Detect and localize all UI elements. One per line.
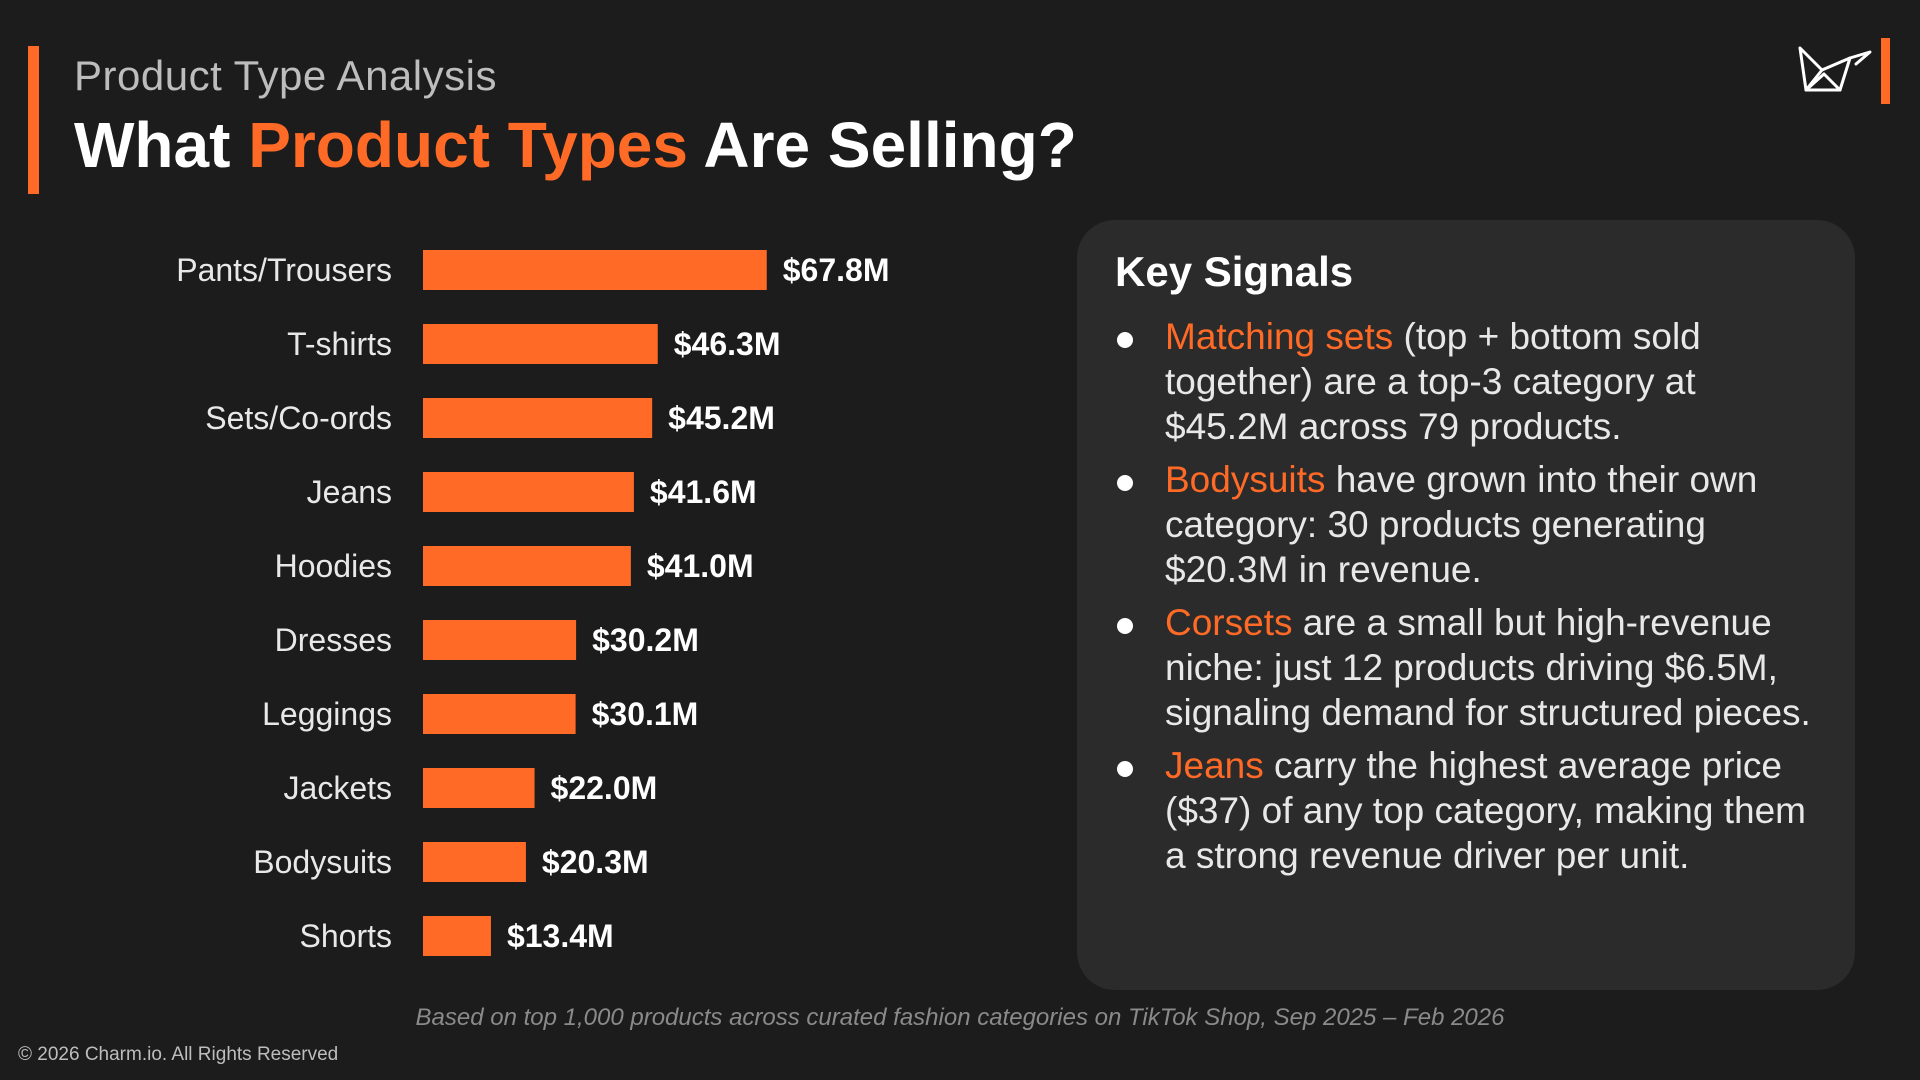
value-label: $67.8M xyxy=(783,252,890,288)
value-label: $46.3M xyxy=(674,326,781,362)
signal-item: Matching sets (top + bottom sold togethe… xyxy=(1115,314,1815,449)
signal-keyword: Jeans xyxy=(1165,745,1264,786)
category-label: Leggings xyxy=(262,696,392,732)
title-part-2: Are Selling? xyxy=(687,109,1077,181)
paper-bird-icon xyxy=(1798,46,1872,92)
key-signals-title: Key Signals xyxy=(1115,248,1354,295)
category-label: Dresses xyxy=(275,622,392,658)
source-footnote: Based on top 1,000 products across curat… xyxy=(415,1004,1505,1031)
bullet-icon xyxy=(1117,761,1133,777)
signal-keyword: Corsets xyxy=(1165,602,1293,643)
signal-item: Jeans carry the highest average price ($… xyxy=(1115,743,1815,878)
category-label: T-shirts xyxy=(287,326,392,362)
category-label: Jackets xyxy=(284,770,392,806)
key-signals-panel: Key Signals Matching sets (top + bottom … xyxy=(1077,220,1855,990)
copyright-text: © 2026 Charm.io. All Rights Reserved xyxy=(18,1044,339,1065)
category-label: Pants/Trousers xyxy=(176,252,392,288)
bar xyxy=(423,250,767,290)
bar xyxy=(423,324,658,364)
category-label: Sets/Co-ords xyxy=(205,400,392,436)
revenue-bar-chart: Pants/Trousers $67.8M T-shirts $46.3M Sets/C… xyxy=(100,230,1000,970)
page-title: What Product Types Are Selling? xyxy=(74,108,1077,182)
title-highlight: Product Types xyxy=(248,109,688,181)
value-label: $20.3M xyxy=(542,844,649,880)
bar xyxy=(423,842,526,882)
signal-keyword: Matching sets xyxy=(1165,316,1394,357)
title-part-1: What xyxy=(74,109,249,181)
signal-text: (top + bottom sold together) are a top-3… xyxy=(1165,316,1701,447)
category-label: Hoodies xyxy=(275,548,392,584)
bar xyxy=(423,398,653,438)
value-label: $41.6M xyxy=(650,474,757,510)
category-label: Bodysuits xyxy=(253,844,392,880)
logo-accent-bar xyxy=(1881,38,1890,104)
signal-item: Bodysuits have grown into their own cate… xyxy=(1115,457,1815,592)
category-label: Shorts xyxy=(300,918,392,954)
page-subtitle: Product Type Analysis xyxy=(74,52,497,99)
bar xyxy=(423,768,535,808)
signal-text: have grown into their own category: 30 p… xyxy=(1165,459,1758,590)
value-label: $30.1M xyxy=(592,696,699,732)
header-accent-bar xyxy=(28,46,39,194)
value-label: $22.0M xyxy=(551,770,658,806)
value-label: $30.2M xyxy=(592,622,699,658)
bar xyxy=(423,620,577,660)
value-label: $41.0M xyxy=(647,548,754,584)
bullet-icon xyxy=(1117,618,1133,634)
bar xyxy=(423,472,634,512)
value-label: $13.4M xyxy=(507,918,614,954)
category-label: Jeans xyxy=(307,474,392,510)
signal-item: Corsets are a small but high-revenue nic… xyxy=(1115,600,1815,735)
signal-text: are a small but high-revenue niche: just… xyxy=(1165,602,1811,733)
bar xyxy=(423,916,491,956)
bar xyxy=(423,546,631,586)
signal-keyword: Bodysuits xyxy=(1165,459,1326,500)
chart-svg: Pants/Trousers $67.8M T-shirts $46.3M Sets/C… xyxy=(176,250,890,956)
bullet-icon xyxy=(1117,475,1133,491)
signal-text: carry the highest average price ($37) of… xyxy=(1165,745,1806,876)
bullet-icon xyxy=(1117,332,1133,348)
key-signals-list: Matching sets (top + bottom sold togethe… xyxy=(1115,314,1815,878)
bar xyxy=(423,694,576,734)
value-label: $45.2M xyxy=(668,400,775,436)
